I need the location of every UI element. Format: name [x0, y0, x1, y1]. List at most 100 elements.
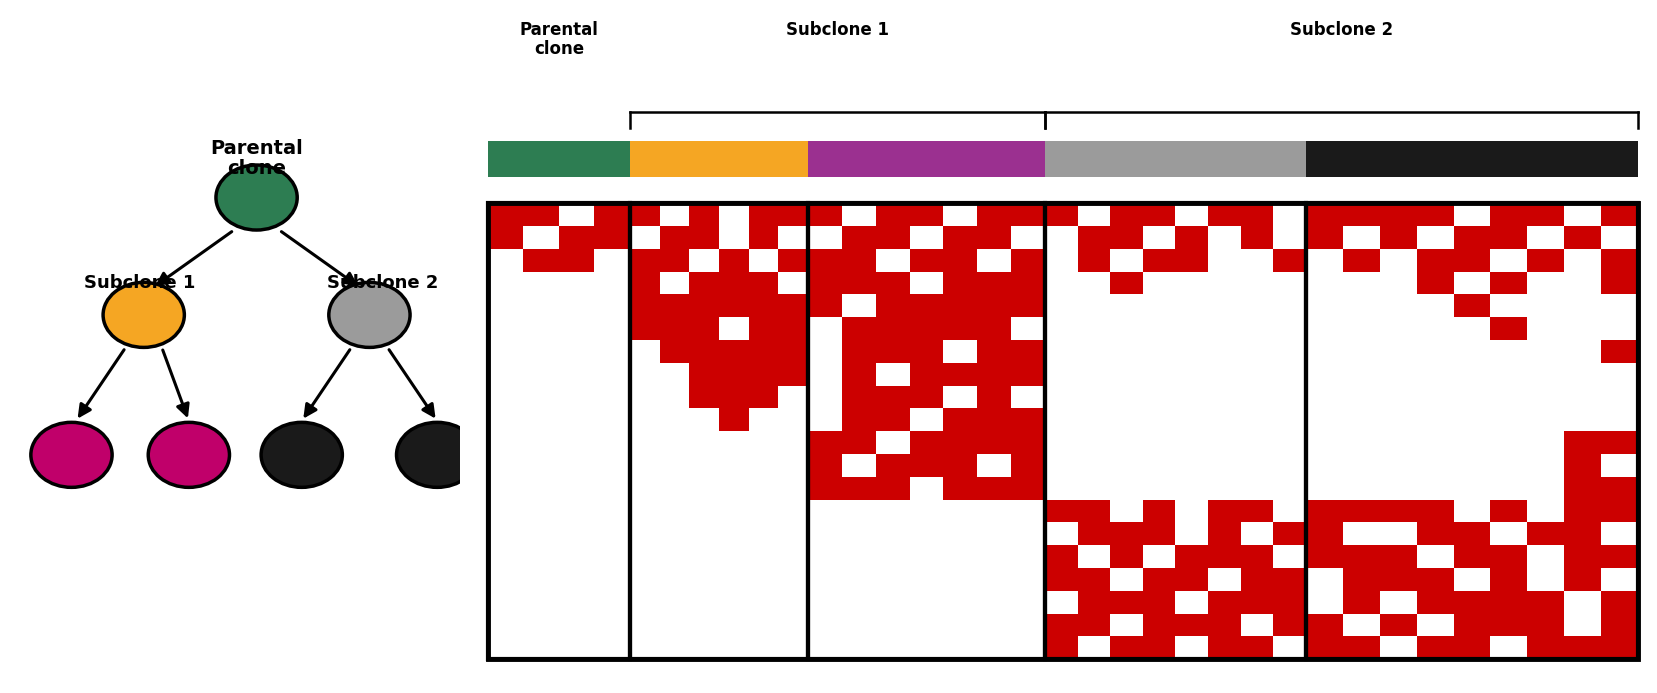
Bar — [487, 385, 524, 408]
Bar — [1273, 590, 1306, 613]
Bar — [1526, 636, 1563, 659]
Bar — [1011, 431, 1044, 454]
Bar — [595, 636, 630, 659]
Bar — [943, 385, 976, 408]
Bar — [1044, 613, 1077, 636]
Bar — [1342, 590, 1379, 613]
Bar — [749, 454, 777, 477]
Bar — [659, 203, 689, 226]
Bar — [1110, 249, 1142, 272]
Bar — [1526, 317, 1563, 340]
Bar — [749, 362, 777, 385]
Bar — [659, 590, 689, 613]
Bar — [910, 340, 943, 362]
Bar — [943, 500, 976, 523]
Bar — [1453, 249, 1490, 272]
Bar — [1415, 385, 1453, 408]
Bar — [1342, 385, 1379, 408]
Bar — [1175, 431, 1208, 454]
Bar — [1453, 385, 1490, 408]
Bar — [558, 317, 595, 340]
Bar — [1379, 636, 1415, 659]
Bar — [1526, 340, 1563, 362]
Bar — [1379, 454, 1415, 477]
Bar — [1563, 362, 1601, 385]
Bar — [1526, 500, 1563, 523]
Bar — [524, 500, 558, 523]
Bar — [1273, 340, 1306, 362]
Bar — [1601, 545, 1637, 568]
Bar — [976, 613, 1011, 636]
Bar — [1273, 317, 1306, 340]
Bar — [842, 226, 875, 249]
Bar — [875, 295, 910, 317]
Bar — [1011, 249, 1044, 272]
Bar — [842, 340, 875, 362]
Bar — [1273, 385, 1306, 408]
Bar — [1239, 523, 1273, 545]
Bar — [1239, 431, 1273, 454]
Bar — [1077, 500, 1110, 523]
Bar — [659, 636, 689, 659]
Bar — [1342, 636, 1379, 659]
Bar — [1239, 500, 1273, 523]
Bar — [1011, 226, 1044, 249]
Bar — [842, 545, 875, 568]
Bar — [910, 295, 943, 317]
Bar — [1453, 408, 1490, 431]
Bar — [1239, 340, 1273, 362]
Bar — [1273, 636, 1306, 659]
Bar — [524, 613, 558, 636]
Bar — [777, 385, 807, 408]
Bar — [749, 500, 777, 523]
Bar — [1306, 477, 1342, 500]
Bar — [1239, 454, 1273, 477]
Bar — [1490, 226, 1526, 249]
Bar — [1044, 568, 1077, 590]
Bar — [875, 636, 910, 659]
Bar — [1011, 203, 1044, 226]
Bar — [1306, 431, 1342, 454]
Bar — [1490, 408, 1526, 431]
Bar — [1453, 545, 1490, 568]
Bar — [524, 454, 558, 477]
Bar — [910, 362, 943, 385]
Bar — [777, 272, 807, 295]
Bar — [1379, 408, 1415, 431]
Bar — [558, 362, 595, 385]
Bar — [976, 636, 1011, 659]
Bar — [1601, 523, 1637, 545]
Bar — [1044, 203, 1077, 226]
Bar — [630, 203, 807, 659]
Bar — [487, 272, 524, 295]
Bar — [976, 545, 1011, 568]
Bar — [943, 408, 976, 431]
Bar — [558, 636, 595, 659]
Bar — [1077, 385, 1110, 408]
Bar — [595, 500, 630, 523]
Bar — [1273, 545, 1306, 568]
Bar — [1142, 317, 1175, 340]
Bar — [1044, 317, 1077, 340]
Bar — [595, 523, 630, 545]
Bar — [1453, 477, 1490, 500]
Bar — [719, 272, 749, 295]
Bar — [749, 636, 777, 659]
Bar — [807, 613, 842, 636]
Bar — [1044, 272, 1077, 295]
Bar — [842, 431, 875, 454]
Bar — [1175, 317, 1208, 340]
Bar — [595, 431, 630, 454]
Bar — [1110, 636, 1142, 659]
Bar — [1175, 226, 1208, 249]
Bar — [875, 408, 910, 431]
Bar — [719, 203, 749, 226]
Bar — [1490, 636, 1526, 659]
Bar — [1110, 272, 1142, 295]
Bar — [1044, 362, 1077, 385]
Text: Subclone 1: Subclone 1 — [83, 274, 196, 292]
Bar — [1239, 636, 1273, 659]
Bar — [689, 636, 719, 659]
Bar — [777, 523, 807, 545]
Bar — [719, 523, 749, 545]
